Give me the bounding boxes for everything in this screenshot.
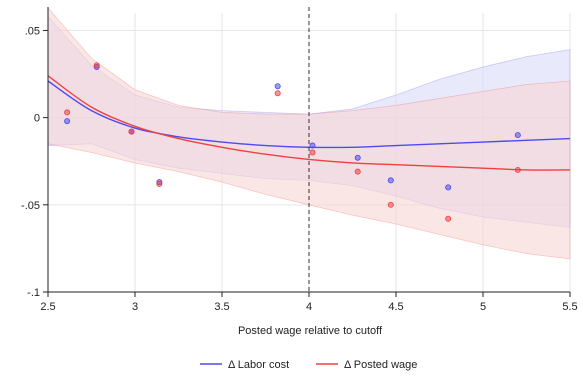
legend-label: Δ Labor cost [228, 359, 289, 371]
data-point [93, 62, 100, 69]
fit-line [47, 75, 571, 171]
data-point [128, 128, 135, 135]
data-point [64, 118, 71, 125]
y-tick-label: 0 [34, 113, 40, 125]
x-tick-label: 3 [132, 301, 138, 313]
data-point [445, 184, 452, 191]
legend-label: Δ Posted wage [344, 359, 417, 371]
scatter-points [64, 62, 521, 222]
x-tick-label: 2.5 [40, 301, 55, 313]
data-point [387, 177, 394, 184]
x-tick-label: 5.5 [562, 301, 577, 313]
x-tick-label: 4.5 [388, 301, 403, 313]
y-tick-label: -.1 [27, 287, 40, 299]
data-point [274, 83, 281, 90]
data-point [309, 142, 316, 149]
data-point [514, 166, 521, 173]
x-tick-label: 3.5 [214, 301, 229, 313]
y-tick-label: -.05 [21, 200, 40, 212]
data-point [274, 90, 281, 97]
x-axis-title: Posted wage relative to cutoff [238, 325, 383, 337]
data-point [354, 168, 361, 175]
y-tick-label: .05 [25, 25, 40, 37]
data-point [309, 149, 316, 156]
data-point [64, 109, 71, 116]
data-point [514, 132, 521, 139]
data-point [354, 154, 361, 161]
data-point [387, 201, 394, 208]
axes: 2.5 3 3.5 4 4.5 5 5.5 -.1 -.05 0 .05 [21, 7, 578, 313]
data-point [445, 215, 452, 222]
x-tick-label: 4 [306, 301, 312, 313]
x-tick-label: 5 [480, 301, 486, 313]
data-point [156, 180, 163, 187]
legend: Δ Labor cost Δ Posted wage [200, 359, 417, 371]
